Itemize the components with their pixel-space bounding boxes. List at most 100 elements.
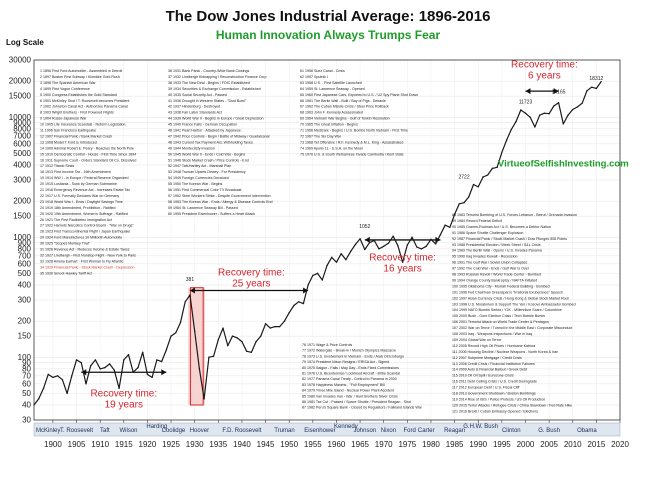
dow-data-point bbox=[572, 108, 574, 111]
events-panel-2-item: 58 1953 The Korean War - Ends / Allergy … bbox=[168, 200, 272, 204]
y-tick-label: 10000 bbox=[9, 113, 32, 122]
y-tick-label: 5000 bbox=[13, 149, 31, 158]
recovery-annotation: 16 years bbox=[383, 264, 421, 275]
events-panel-4-item: 78 1973 U.S. Involvement in Vietnam - En… bbox=[302, 354, 404, 358]
dow-data-point bbox=[449, 226, 451, 229]
recovery-annotation: Recovery time: bbox=[511, 59, 578, 70]
events-panel-1-item: 13 1908 Model T Ford is Introduced bbox=[40, 140, 97, 144]
dow-data-point bbox=[505, 139, 508, 141]
events-panel-5-item: 105 2000 Bush - Gore Election Crisis / T… bbox=[452, 314, 545, 318]
president-label: Nixon bbox=[381, 428, 396, 434]
crash-1929-box bbox=[189, 287, 204, 406]
recovery-16-arrow-head-left bbox=[364, 236, 370, 243]
events-panel-2-item: 53 1948 Truman Upsets Dewey - For Presid… bbox=[168, 170, 246, 174]
events-panel-1-item: 23 1918 World War I - Ends / Daylight Sa… bbox=[40, 200, 123, 204]
events-panel-1-item: 33 1928 Amelia Earhart - First Woman to … bbox=[40, 259, 124, 263]
y-tick-label: 200 bbox=[18, 317, 32, 326]
dow-data-point bbox=[543, 112, 546, 114]
president-label: Ford bbox=[404, 428, 416, 434]
recovery-annotation: 6 years bbox=[528, 70, 561, 81]
events-panel-5-item: 106 2001 Terrorist Attack on World Trade… bbox=[452, 320, 549, 324]
plot-frame bbox=[33, 59, 621, 421]
dow-data-point bbox=[231, 335, 234, 337]
dow-data-point bbox=[80, 362, 82, 364]
president-label: Kennedy bbox=[334, 424, 358, 430]
y-tick-label: 70 bbox=[22, 371, 31, 380]
dow-data-point bbox=[501, 151, 503, 154]
x-tick-label: 1995 bbox=[493, 440, 511, 449]
dow-data-point bbox=[557, 102, 560, 104]
events-panel-3-item: 65 1960 First Japanese Cars, Exported to… bbox=[300, 93, 418, 97]
dow-data-point bbox=[406, 244, 409, 246]
y-tick-label: 1000 bbox=[13, 233, 31, 242]
events-panel-3-item: 70 1965 The Great Inflation - Begins bbox=[300, 123, 358, 127]
dow-data-point bbox=[368, 242, 371, 244]
dow-data-point bbox=[335, 261, 338, 263]
x-tick-label: 2000 bbox=[517, 440, 535, 449]
president-label: Taft bbox=[100, 428, 110, 434]
x-tick-label: 2015 bbox=[587, 440, 605, 449]
dow-data-point bbox=[123, 359, 125, 361]
events-panel-2-item: 49 1944 Montecristy Invasion bbox=[168, 146, 215, 150]
events-panel-3-item: 74 1969 Apollo 11 - U.S.A. on the Moon bbox=[300, 146, 363, 150]
y-tick-label: 40 bbox=[22, 401, 31, 410]
recovery-annotation: Recovery time: bbox=[218, 268, 285, 279]
events-panel-5-item: 89 1984 Record Federal Deficit bbox=[452, 219, 502, 223]
dow-data-point bbox=[66, 392, 68, 395]
peak-label: 14165 bbox=[552, 89, 566, 95]
events-panel-2-item: 57 1952 Steel Workers Strike - Despite G… bbox=[168, 194, 271, 198]
events-panel-2-item: 42 1937 Hindenburg - Destroyed bbox=[168, 105, 220, 109]
events-panel-2-item: 60 1955 President Eisenhower - Suffers a… bbox=[168, 212, 255, 216]
dow-data-point bbox=[416, 246, 418, 248]
events-panel-5-item: 102 1997 Asian Currency Crisis / Hong Ko… bbox=[452, 296, 569, 300]
events-panel-1-item: 6 1901 McKinley Shot / T. Roosevelt beco… bbox=[40, 99, 129, 103]
events-panel-2-item: 39 1934 Securities & Exchange Commission… bbox=[168, 87, 261, 91]
peak-label: 18312 bbox=[589, 76, 603, 82]
dow-data-point bbox=[250, 351, 253, 353]
events-panel-5-item: 120 2015 Terror Attacks / Refugee Crisis… bbox=[452, 403, 572, 407]
dow-data-point bbox=[274, 325, 276, 328]
events-panel-3-item: 72 1967 The Six Day War bbox=[300, 134, 342, 138]
events-panel-3-item: 68 1963 John F. Kennedy Assassinated bbox=[300, 111, 363, 115]
x-tick-label: 1910 bbox=[91, 440, 109, 449]
y-tick-label: 15000 bbox=[9, 92, 32, 101]
dow-data-point bbox=[203, 398, 205, 400]
events-panel-4-item: 85 1980 Iran Invades Iran - War / Hunt B… bbox=[302, 394, 398, 398]
dow-data-point bbox=[293, 304, 295, 307]
events-panel-2-item: 46 1941 Pearl Harbor - Attacked by Japan… bbox=[168, 129, 241, 133]
events-panel-2-item: 54 1949 Foreign Currencies Devalued bbox=[168, 176, 229, 180]
events-panel-1-item: 22 1917 U.S. Formally Declares War on Ge… bbox=[40, 194, 119, 198]
president-label: G. Bush bbox=[538, 428, 560, 434]
dow-data-point bbox=[227, 344, 229, 347]
dow-data-point bbox=[241, 340, 243, 343]
dow-data-point bbox=[288, 312, 290, 314]
dow-data-point bbox=[141, 351, 144, 353]
dow-data-point bbox=[269, 327, 271, 329]
x-tick-label: 2010 bbox=[564, 440, 582, 449]
events-panel-5-item: 116 2011 Debt Ceiling Crisis / U.S. Cred… bbox=[452, 380, 537, 384]
president-label: T. Roosevelt bbox=[60, 428, 93, 434]
recovery-19-arrow-head-right bbox=[161, 369, 167, 376]
dow-data-point bbox=[198, 368, 201, 370]
dow-data-point bbox=[179, 321, 182, 324]
x-tick-label: 1960 bbox=[328, 440, 346, 449]
y-tick-label: 50 bbox=[22, 389, 31, 398]
dow-data-point bbox=[208, 356, 210, 358]
events-panel-1-item: 4 1899 First Vogue Conference bbox=[40, 87, 90, 91]
events-panel-1-item: 27 1922 Harrods Narcotics Control Board … bbox=[40, 224, 134, 228]
events-panel-1-item: 28 1923 First Transcontinental Flight / … bbox=[40, 230, 130, 234]
dow-data-point bbox=[553, 105, 555, 107]
dow-data-point bbox=[193, 330, 196, 332]
dow-data-point bbox=[383, 245, 385, 248]
dow-data-point bbox=[118, 387, 120, 390]
dow-data-point bbox=[302, 302, 305, 305]
dow-data-point bbox=[510, 128, 513, 131]
dow-data-point bbox=[491, 167, 494, 170]
dow-data-point bbox=[108, 363, 111, 365]
x-tick-label: 1955 bbox=[304, 440, 322, 449]
dow-data-point bbox=[468, 196, 470, 198]
dow-data-point bbox=[430, 238, 432, 241]
y-tick-label: 30000 bbox=[9, 56, 32, 65]
events-panel-2-item: 59 1954 St. Lawrence Seaway Bill - Passe… bbox=[168, 206, 238, 210]
